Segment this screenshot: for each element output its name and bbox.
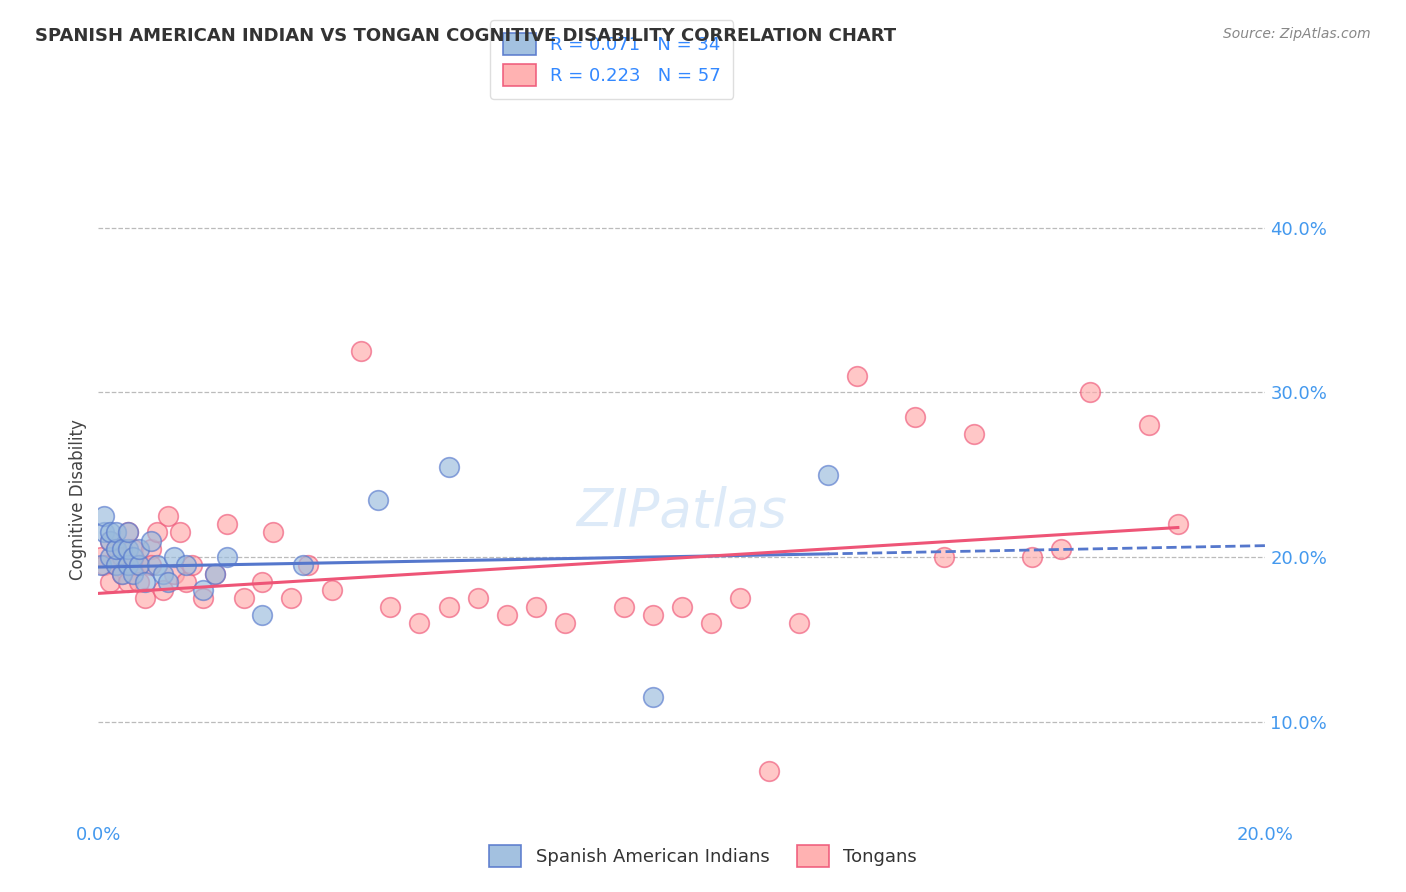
Point [163,566,186,581]
Point [612,599,634,614]
Point [233,591,256,606]
Text: Source: ZipAtlas.com: Source: ZipAtlas.com [1223,27,1371,41]
Point [904,410,927,425]
Point [98,525,121,540]
Point [728,591,751,606]
Point [495,607,517,622]
Point [204,566,226,581]
Point [134,574,156,589]
Point [98,550,121,565]
Point [554,615,576,630]
Point [700,615,723,630]
Point [250,574,273,589]
Point [367,492,389,507]
Point [157,574,180,589]
Point [250,607,273,622]
Point [524,599,547,614]
Point [641,690,664,705]
Point [93,558,115,573]
Point [128,558,150,573]
Point [111,566,134,581]
Text: SPANISH AMERICAN INDIAN VS TONGAN COGNITIVE DISABILITY CORRELATION CHART: SPANISH AMERICAN INDIAN VS TONGAN COGNIT… [35,27,896,45]
Point [122,550,145,565]
Point [758,764,780,779]
Point [817,467,839,482]
Y-axis label: Cognitive Disability: Cognitive Disability [69,419,87,580]
Point [104,541,127,556]
Point [350,344,373,359]
Point [122,541,145,556]
Point [117,574,139,589]
Point [437,599,460,614]
Point [845,369,868,384]
Point [146,525,169,540]
Point [128,558,150,573]
Point [1080,385,1102,400]
Point [174,558,197,573]
Point [262,525,284,540]
Point [297,558,319,573]
Point [93,508,115,523]
Point [117,541,139,556]
Point [1021,550,1043,565]
Point [934,550,956,565]
Point [104,525,127,540]
Point [962,426,984,441]
Point [291,558,314,573]
Point [111,541,134,556]
Point [1050,541,1073,556]
Point [280,591,302,606]
Point [193,583,215,598]
Point [104,541,127,556]
Point [641,607,664,622]
Point [139,533,162,548]
Point [378,599,402,614]
Point [437,459,460,474]
Point [1167,517,1189,532]
Point [215,517,238,532]
Point [146,558,169,573]
Point [152,566,174,581]
Point [98,533,121,548]
Point [128,541,150,556]
Point [104,558,127,573]
Point [671,599,693,614]
Point [157,508,180,523]
Point [122,566,145,581]
Point [163,550,186,565]
Point [111,566,134,581]
Point [204,566,226,581]
Point [139,541,162,556]
Point [117,525,139,540]
Point [134,591,156,606]
Text: ZIPatlas: ZIPatlas [576,486,787,539]
Point [169,525,191,540]
Point [98,574,121,589]
Point [93,525,115,540]
Point [117,525,139,540]
Point [98,533,121,548]
Point [117,558,139,573]
Point [90,550,112,565]
Legend: Spanish American Indians, Tongans: Spanish American Indians, Tongans [481,838,925,874]
Point [321,583,343,598]
Point [139,558,162,573]
Point [104,558,127,573]
Point [408,615,430,630]
Legend: R = 0.071   N = 34, R = 0.223   N = 57: R = 0.071 N = 34, R = 0.223 N = 57 [491,21,734,99]
Point [467,591,489,606]
Point [215,550,238,565]
Point [180,558,202,573]
Point [787,615,810,630]
Point [1137,418,1160,433]
Point [174,574,197,589]
Point [193,591,215,606]
Point [128,574,150,589]
Point [122,558,145,573]
Point [90,558,112,573]
Point [152,583,174,598]
Point [111,550,134,565]
